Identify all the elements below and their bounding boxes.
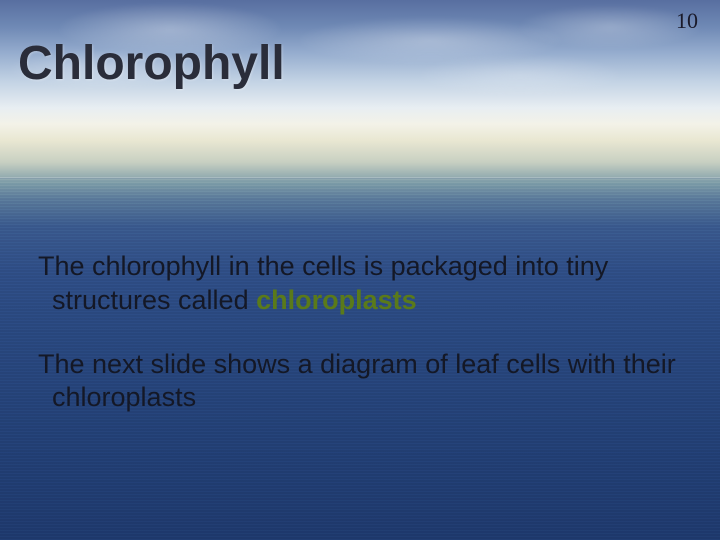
paragraph: The chlorophyll in the cells is packaged… (38, 250, 690, 318)
keyword: chloroplasts (256, 285, 417, 315)
slide-body: The chlorophyll in the cells is packaged… (38, 250, 690, 445)
slide-number: 10 (676, 8, 698, 34)
slide-title: Chlorophyll (18, 36, 285, 91)
paragraph: The next slide shows a diagram of leaf c… (38, 348, 690, 416)
paragraph-text-pre: The next slide shows a diagram of leaf c… (38, 349, 676, 413)
slide: 10 Chlorophyll The chlorophyll in the ce… (0, 0, 720, 540)
cloud-decoration (520, 6, 700, 48)
cloud-decoration (420, 55, 620, 95)
